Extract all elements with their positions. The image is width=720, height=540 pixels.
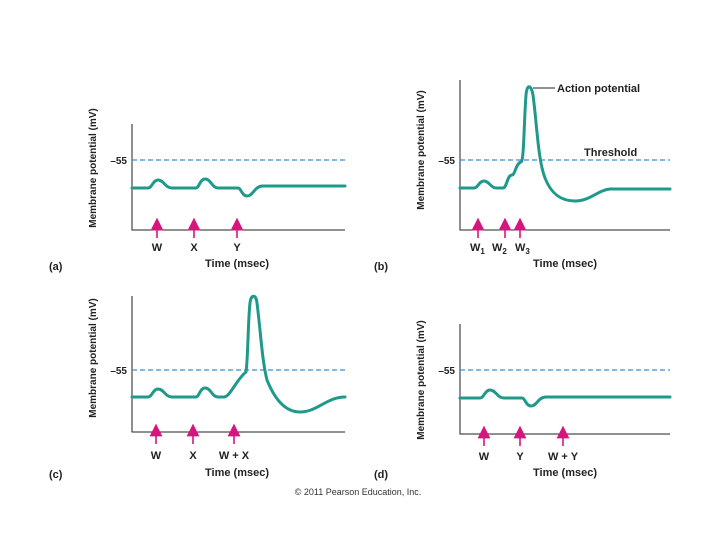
stimulus-label-y: Y — [233, 242, 241, 254]
threshold-label: Threshold — [584, 147, 637, 159]
panel-a: Membrane potential (mV) –55 W X Y Time (… — [49, 108, 347, 273]
membrane-trace — [130, 177, 347, 198]
stimulus-label-y: Y — [516, 451, 524, 463]
x-axis-label: Time (msec) — [205, 258, 269, 270]
stimulus-label-w2: W2 — [492, 242, 507, 256]
axes — [131, 296, 345, 433]
x-axis-label: Time (msec) — [533, 467, 597, 479]
axes — [459, 80, 670, 231]
stimulus-arrows — [150, 217, 244, 238]
stimulus-label-w-plus-x: W + X — [219, 450, 250, 462]
axes — [459, 324, 670, 435]
threshold-tick: –55 — [438, 156, 455, 167]
stimulus-label-w3: W3 — [515, 242, 530, 256]
y-axis-label: Membrane potential (mV) — [88, 298, 99, 417]
stimulus-label-w1: W1 — [470, 242, 485, 256]
y-axis-label: Membrane potential (mV) — [416, 320, 427, 439]
stimulus-arrows — [471, 217, 527, 238]
panel-label: (a) — [49, 261, 63, 273]
panel-label: (d) — [374, 469, 388, 481]
threshold-tick: –55 — [438, 366, 455, 377]
panel-c: Membrane potential (mV) –55 W X W + X Ti… — [49, 294, 347, 481]
action-potential-label: Action potential — [557, 83, 640, 95]
x-axis-label: Time (msec) — [533, 258, 597, 270]
stimulus-label-w-plus-y: W + Y — [548, 451, 579, 463]
stimulus-label-w: W — [152, 242, 163, 254]
axes — [131, 124, 345, 231]
stimulus-label-x: X — [190, 242, 198, 254]
panel-b: Membrane potential (mV) –55 Action poten… — [374, 80, 672, 273]
panel-label: (b) — [374, 261, 388, 273]
membrane-trace — [458, 85, 672, 203]
stimulus-label-w: W — [151, 450, 162, 462]
copyright-notice: © 2011 Pearson Education, Inc. — [295, 487, 422, 497]
panel-label: (c) — [49, 469, 63, 481]
membrane-trace — [458, 388, 672, 408]
threshold-tick: –55 — [110, 366, 127, 377]
stimulus-label-w: W — [479, 451, 490, 463]
stimulus-label-x: X — [189, 450, 197, 462]
membrane-trace — [130, 294, 347, 414]
x-axis-label: Time (msec) — [205, 467, 269, 479]
threshold-tick: –55 — [110, 156, 127, 167]
stimulus-arrows — [149, 423, 241, 444]
y-axis-label: Membrane potential (mV) — [416, 90, 427, 209]
stimulus-arrows — [477, 425, 570, 446]
y-axis-label: Membrane potential (mV) — [88, 108, 99, 227]
panel-d: Membrane potential (mV) –55 W Y W + Y Ti… — [374, 320, 672, 481]
